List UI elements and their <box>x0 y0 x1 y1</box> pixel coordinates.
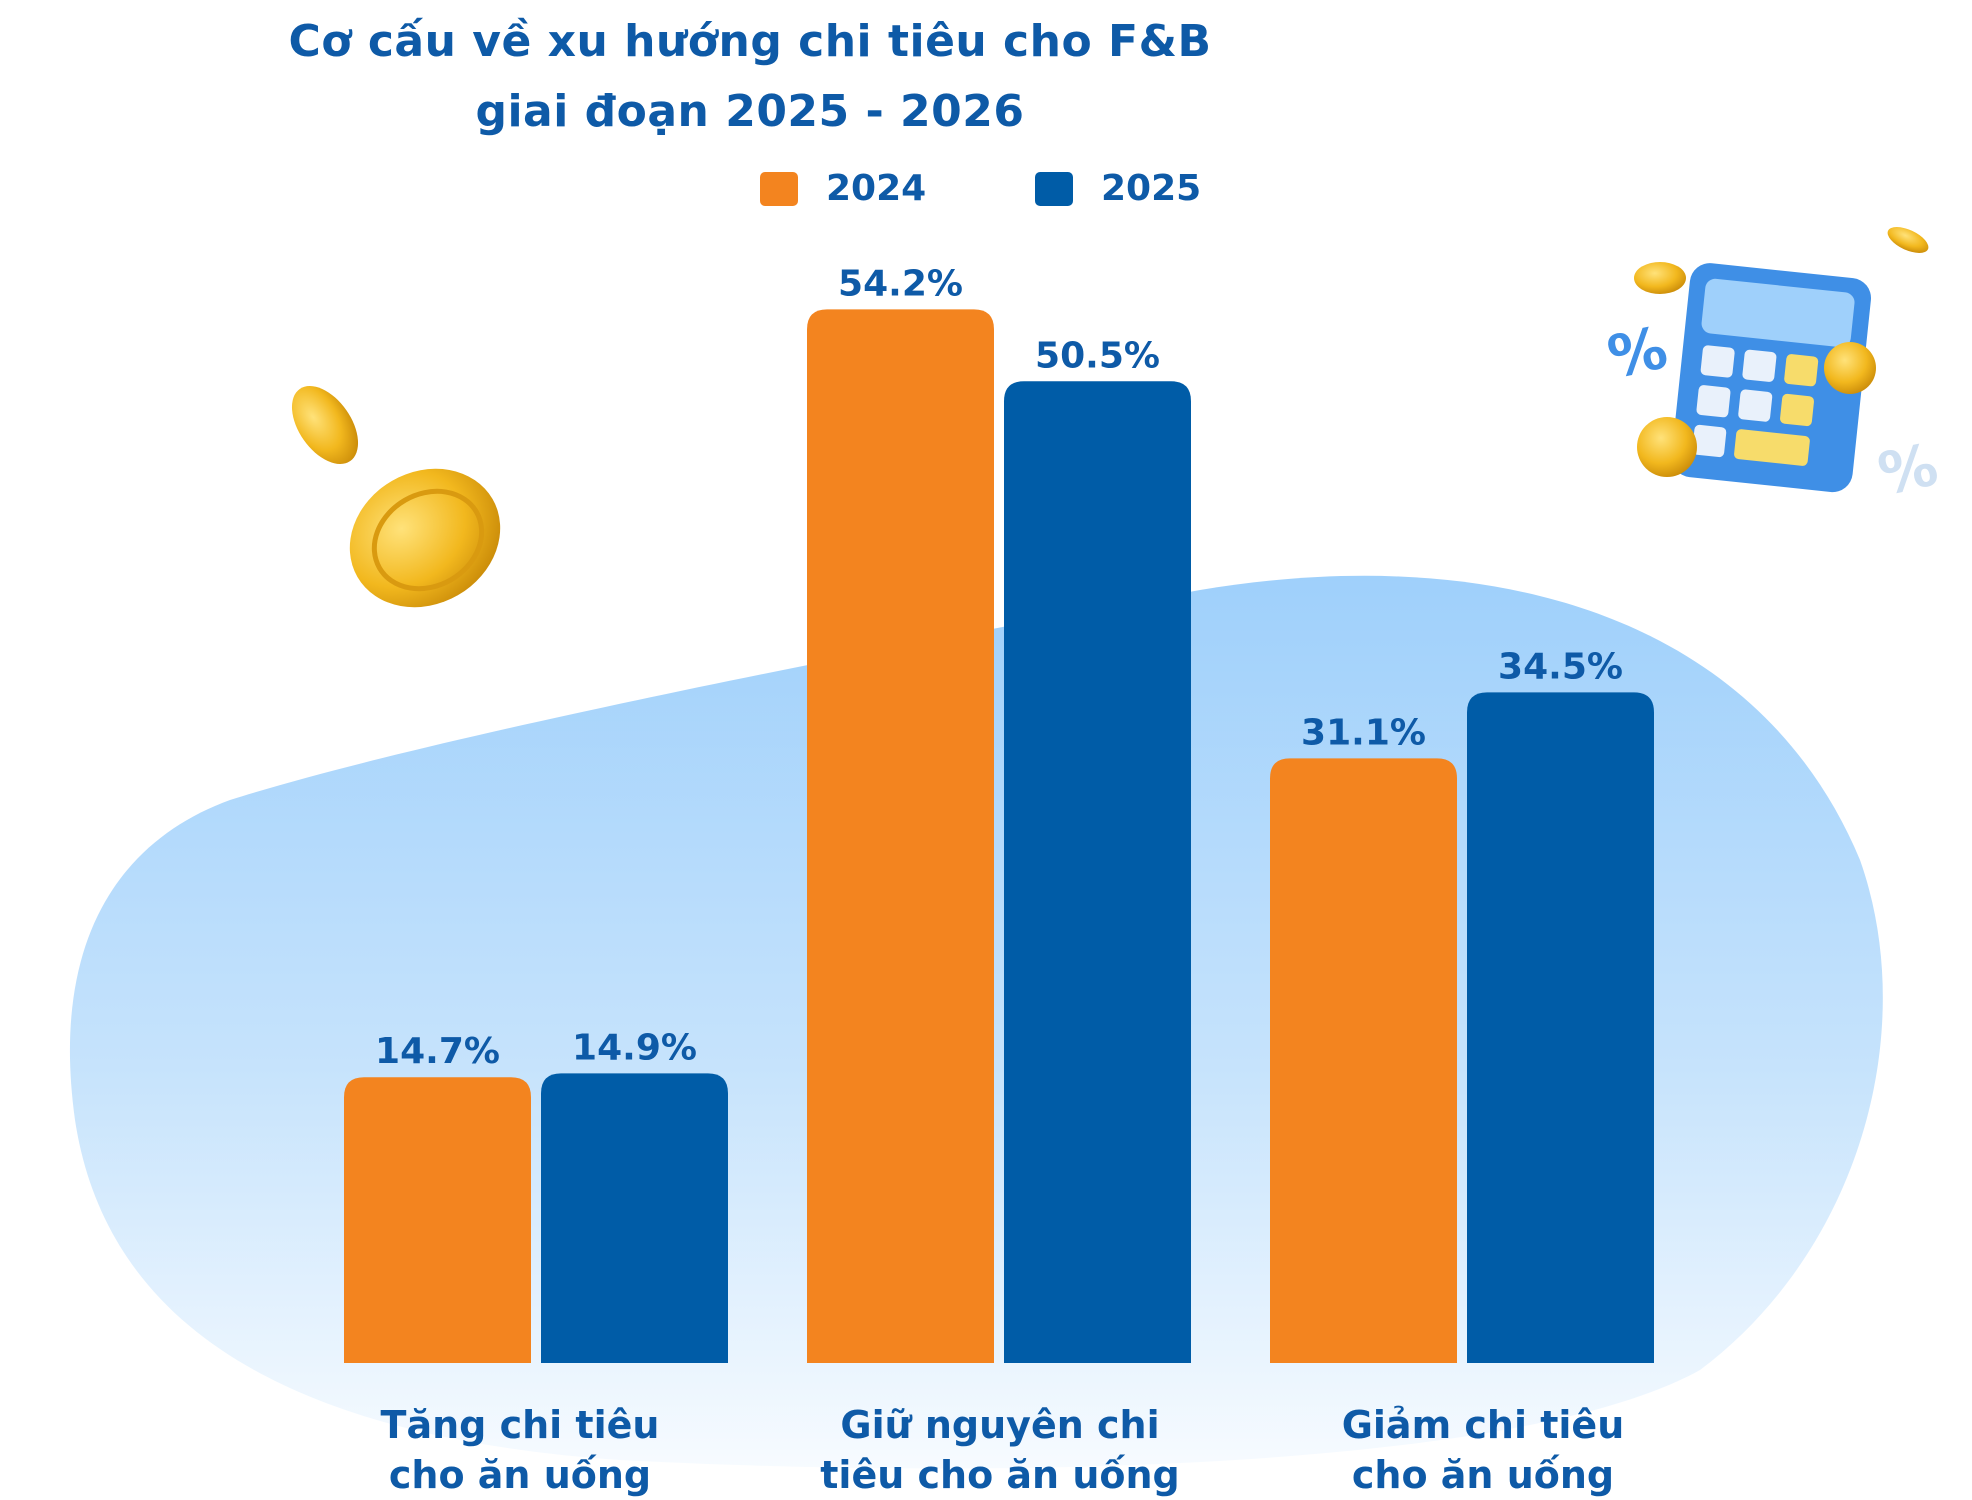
category-label-increase: Tăng chi tiêu cho ăn uống <box>310 1400 730 1500</box>
coin-icon <box>291 385 359 465</box>
calculator-icon <box>1671 263 1872 493</box>
legend-label-2025: 2025 <box>1101 168 1202 209</box>
legend-item-2025: 2025 <box>1035 168 1201 209</box>
coin-icon <box>1634 262 1686 294</box>
bar-2024-increase <box>344 1077 531 1363</box>
coin-icon <box>1824 342 1876 394</box>
data-label-2024-decrease: 31.1% <box>1301 712 1426 753</box>
category-label-line: Giảm chi tiêu <box>1341 1403 1625 1447</box>
data-label-2025-unchanged: 50.5% <box>1035 335 1160 376</box>
category-label-line: tiêu cho ăn uống <box>820 1453 1180 1497</box>
bar-2025-unchanged <box>1004 381 1191 1363</box>
data-label-2024-unchanged: 54.2% <box>838 263 963 304</box>
legend-item-2024: 2024 <box>760 168 926 209</box>
chart-title-line-2: giai đoạn 2025 - 2026 <box>475 86 1025 137</box>
category-label-line: cho ăn uống <box>1351 1453 1615 1497</box>
percent-icon: % <box>1602 313 1673 392</box>
category-label-decrease: Giảm chi tiêu cho ăn uống <box>1273 1400 1693 1500</box>
data-label-2025-decrease: 34.5% <box>1498 646 1623 687</box>
category-label-line: cho ăn uống <box>388 1453 652 1497</box>
percent-icon: % <box>1873 430 1944 509</box>
coin-icon <box>1637 417 1697 477</box>
bar-2024-decrease <box>1270 758 1457 1363</box>
data-label-2024-increase: 14.7% <box>375 1031 500 1072</box>
category-label-unchanged: Giữ nguyên chi tiêu cho ăn uống <box>790 1400 1210 1500</box>
chart-title-line-1: Cơ cấu về xu hướng chi tiêu cho F&B <box>288 16 1212 67</box>
legend-swatch-2025 <box>1035 171 1073 206</box>
legend-swatch-2024 <box>760 171 798 206</box>
bar-2024-unchanged <box>807 309 994 1363</box>
bar-2025-decrease <box>1467 692 1654 1363</box>
bar-2025-increase <box>541 1073 728 1363</box>
category-label-line: Tăng chi tiêu <box>380 1403 660 1447</box>
coin-icon <box>1887 227 1929 253</box>
category-label-line: Giữ nguyên chi <box>840 1403 1160 1447</box>
bars-layer: 14.7% 14.9% 54.2% 50.5% 31.1% 34.5% <box>344 263 1654 1363</box>
legend-label-2024: 2024 <box>826 168 927 209</box>
data-label-2025-increase: 14.9% <box>572 1027 697 1068</box>
coin-icon <box>349 468 501 608</box>
